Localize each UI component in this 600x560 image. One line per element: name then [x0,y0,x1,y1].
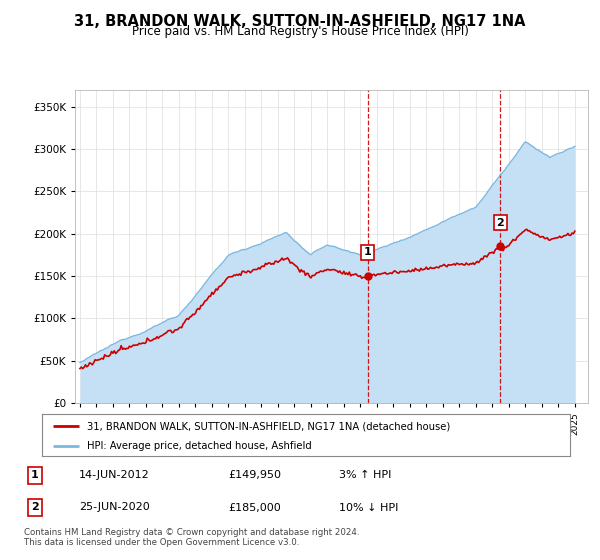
Text: £149,950: £149,950 [228,470,281,480]
Text: 1: 1 [31,470,39,480]
Text: 2: 2 [496,218,504,228]
Text: £185,000: £185,000 [228,502,281,512]
Text: 1: 1 [364,248,371,258]
Text: 14-JUN-2012: 14-JUN-2012 [79,470,150,480]
Text: HPI: Average price, detached house, Ashfield: HPI: Average price, detached house, Ashf… [87,441,311,451]
Text: 31, BRANDON WALK, SUTTON-IN-ASHFIELD, NG17 1NA: 31, BRANDON WALK, SUTTON-IN-ASHFIELD, NG… [74,14,526,29]
Text: 31, BRANDON WALK, SUTTON-IN-ASHFIELD, NG17 1NA (detached house): 31, BRANDON WALK, SUTTON-IN-ASHFIELD, NG… [87,421,450,431]
Text: 25-JUN-2020: 25-JUN-2020 [79,502,150,512]
Text: 10% ↓ HPI: 10% ↓ HPI [338,502,398,512]
Text: 2: 2 [31,502,39,512]
Text: Price paid vs. HM Land Registry's House Price Index (HPI): Price paid vs. HM Land Registry's House … [131,25,469,38]
Text: Contains HM Land Registry data © Crown copyright and database right 2024.
This d: Contains HM Land Registry data © Crown c… [24,528,359,547]
Text: 3% ↑ HPI: 3% ↑ HPI [338,470,391,480]
